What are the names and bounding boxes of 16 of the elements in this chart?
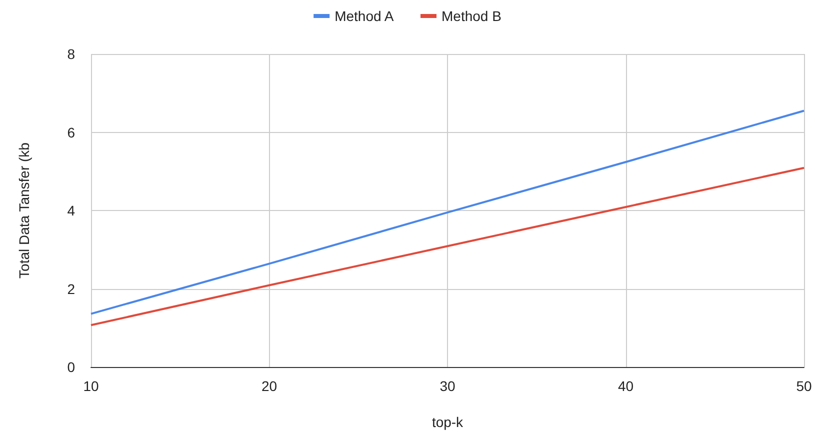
x-tick-label: 30	[440, 378, 456, 394]
x-tick-label: 10	[83, 378, 99, 394]
x-tick-label: 20	[261, 378, 278, 394]
y-tick-label: 4	[67, 202, 76, 218]
x-axis-title: top-k	[432, 414, 464, 430]
x-tick-label: 50	[796, 378, 812, 394]
x-tick-label: 40	[618, 378, 634, 394]
legend-label: Method B	[442, 8, 502, 24]
line-series	[90, 110, 805, 315]
legend-label: Method A	[334, 8, 394, 24]
y-tick-label: 0	[67, 359, 76, 375]
y-tick-label: 8	[67, 46, 76, 62]
y-tick-label: 2	[67, 280, 76, 297]
y-axis-title: Total Data Tansfer (kb	[16, 142, 32, 278]
y-tick-label: 6	[67, 124, 76, 140]
line-series	[90, 166, 805, 326]
